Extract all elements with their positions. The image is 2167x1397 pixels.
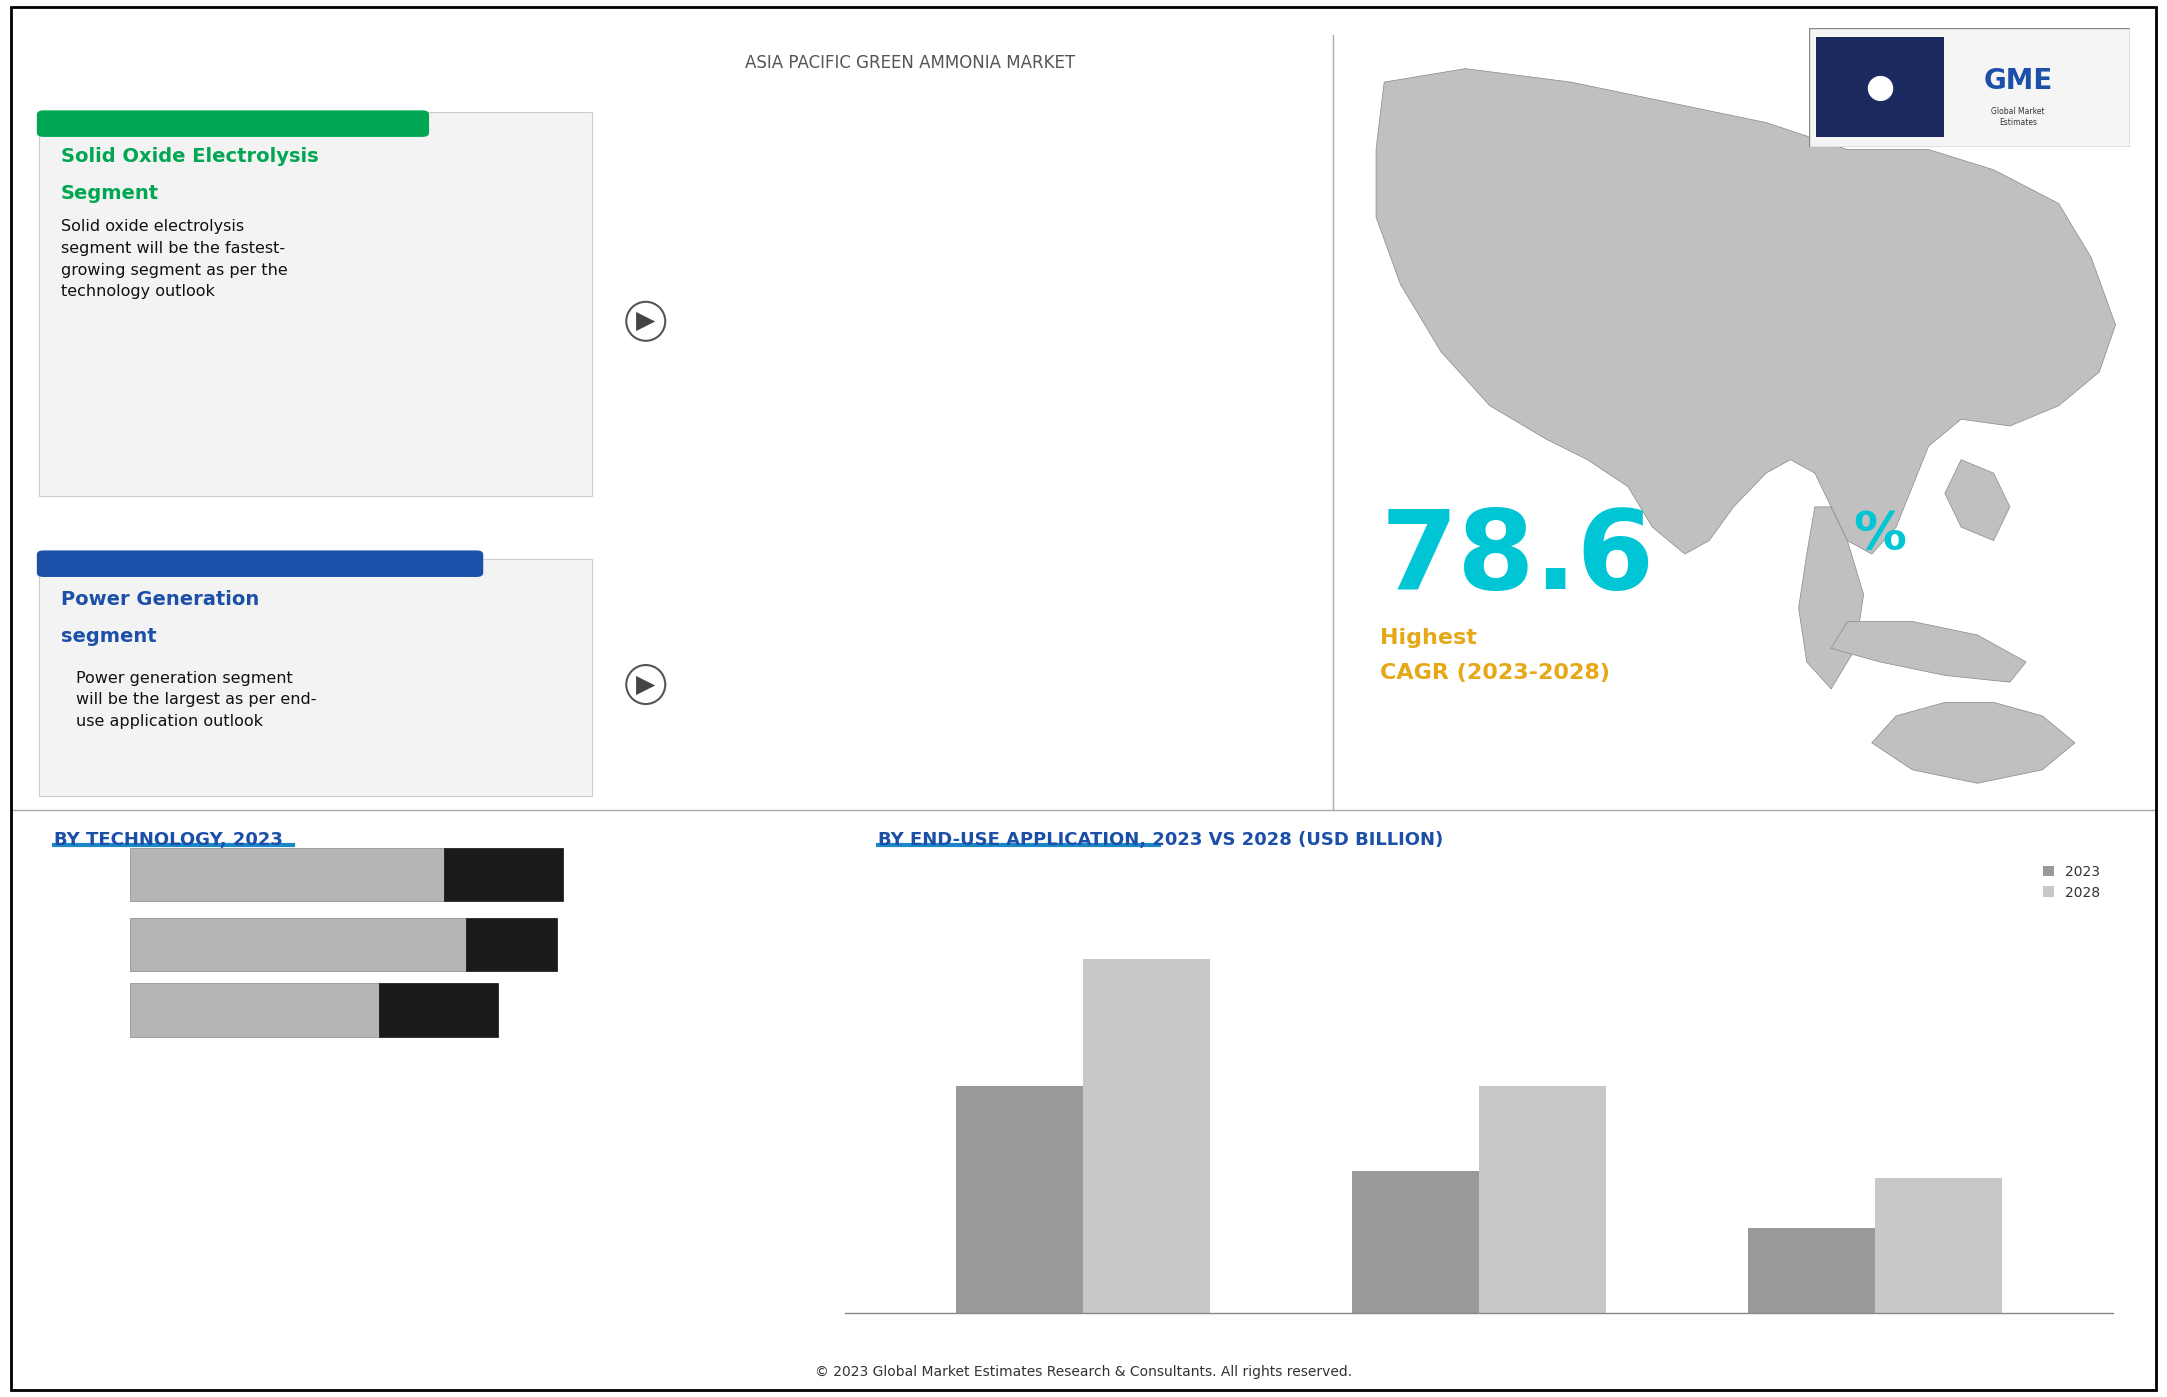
Text: © 2023 Global Market Estimates Research & Consultants. All rights reserved.: © 2023 Global Market Estimates Research … xyxy=(815,1365,1352,1379)
Text: Segment: Segment xyxy=(61,184,158,204)
Text: segment: segment xyxy=(61,627,156,647)
Text: Highest: Highest xyxy=(1380,629,1478,648)
Polygon shape xyxy=(1946,460,2011,541)
Text: 78.6: 78.6 xyxy=(1380,506,1653,612)
Text: CAGR (2023-2028): CAGR (2023-2028) xyxy=(1380,664,1610,683)
Text: BY END-USE APPLICATION, 2023 VS 2028 (USD BILLION): BY END-USE APPLICATION, 2023 VS 2028 (US… xyxy=(878,831,1443,849)
Bar xyxy=(1749,1228,1874,1313)
Text: ▶: ▶ xyxy=(637,672,654,697)
Text: ●: ● xyxy=(1866,71,1894,103)
Text: Power generation segment
will be the largest as per end-
use application outlook: Power generation segment will be the lar… xyxy=(76,671,316,729)
Bar xyxy=(1352,1171,1478,1313)
Text: ▶: ▶ xyxy=(637,309,654,334)
Text: Power Generation: Power Generation xyxy=(61,590,258,609)
FancyBboxPatch shape xyxy=(1809,28,2130,147)
Polygon shape xyxy=(1872,703,2076,784)
Bar xyxy=(1478,1087,1606,1313)
Polygon shape xyxy=(1376,68,2115,555)
Bar xyxy=(956,1087,1084,1313)
Legend: 2023, 2028: 2023, 2028 xyxy=(2037,859,2106,905)
Polygon shape xyxy=(1831,622,2026,682)
Text: BY TECHNOLOGY, 2023: BY TECHNOLOGY, 2023 xyxy=(54,831,284,849)
FancyBboxPatch shape xyxy=(1816,38,1944,137)
Text: Solid Oxide Electrolysis: Solid Oxide Electrolysis xyxy=(61,147,319,166)
Text: %: % xyxy=(1853,509,1905,562)
Text: GME: GME xyxy=(1983,67,2052,95)
Bar xyxy=(1874,1179,2002,1313)
Text: ASIA PACIFIC GREEN AMMONIA MARKET: ASIA PACIFIC GREEN AMMONIA MARKET xyxy=(745,54,1075,71)
Bar xyxy=(1084,958,1209,1313)
Text: Solid oxide electrolysis
segment will be the fastest-
growing segment as per the: Solid oxide electrolysis segment will be… xyxy=(61,219,288,299)
Polygon shape xyxy=(1799,507,1864,689)
Text: Global Market
Estimates: Global Market Estimates xyxy=(1991,108,2046,127)
